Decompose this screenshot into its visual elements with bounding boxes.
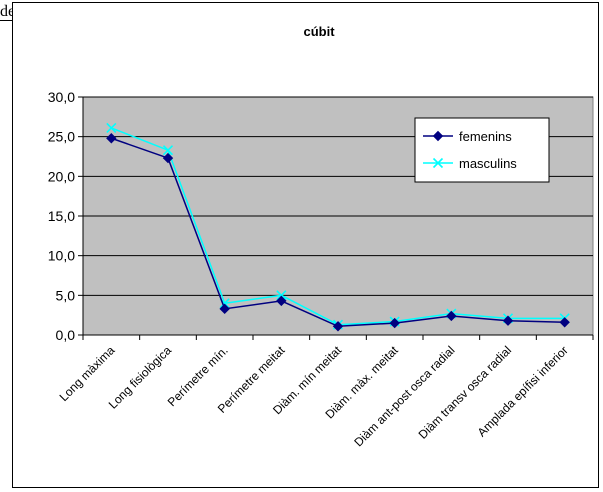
y-tick-label: 10,0 xyxy=(48,248,75,264)
x-tick-label: Long màxima xyxy=(57,343,118,404)
data-point-femenins xyxy=(106,133,117,144)
y-tick-label: 0,0 xyxy=(56,327,76,343)
data-point-femenins xyxy=(276,295,287,307)
y-tick-label: 25,0 xyxy=(48,129,75,145)
y-tick-label: 30,0 xyxy=(48,89,75,105)
chart-title: cúbit xyxy=(303,24,335,39)
line-chart: cúbit 0,0 5,0 10,0 15,0 20,0 25,0 30,0 Long màx… xyxy=(48,24,594,449)
document-text-fragment: de xyxy=(0,3,16,20)
y-tick-label: 5,0 xyxy=(56,287,76,303)
y-tick-label: 20,0 xyxy=(48,168,75,184)
legend-marker-femenins xyxy=(432,130,444,142)
data-point-femenins xyxy=(389,317,400,329)
data-point-femenins xyxy=(446,310,457,322)
data-point-femenins xyxy=(502,315,514,326)
document-underline xyxy=(0,20,14,21)
legend-marker-masculins xyxy=(432,157,444,169)
legend-label-femenins: femenins xyxy=(459,129,512,144)
data-point-masculins xyxy=(106,122,117,134)
y-tick-label: 15,0 xyxy=(48,208,75,224)
data-point-masculins xyxy=(276,290,287,301)
chart-frame: cúbit 0,0 5,0 10,0 15,0 20,0 25,0 30,0 Long màx… xyxy=(12,2,599,488)
legend-label-masculins: masculins xyxy=(459,156,517,171)
data-point-femenins xyxy=(219,303,230,315)
data-point-femenins xyxy=(559,317,570,328)
legend-box xyxy=(414,117,550,183)
data-point-femenins xyxy=(162,152,174,164)
data-point-masculins xyxy=(162,145,174,156)
x-tick-label: Diàm ant-post osca radial xyxy=(351,343,457,449)
data-point-femenins xyxy=(332,321,344,332)
x-tick-label: Diàm transv osca radial xyxy=(416,343,515,442)
